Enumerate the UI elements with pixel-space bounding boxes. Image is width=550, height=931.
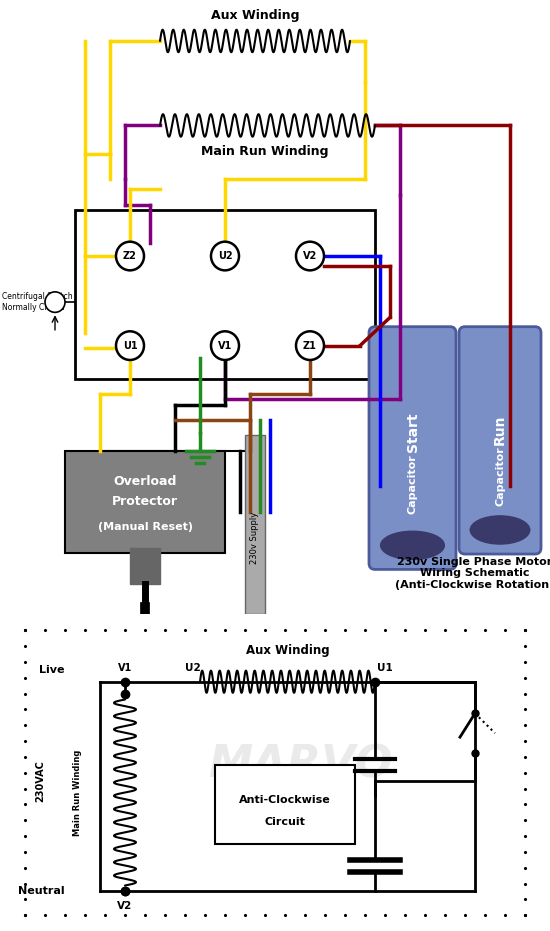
Text: V2: V2 — [303, 251, 317, 261]
Circle shape — [296, 331, 324, 360]
FancyBboxPatch shape — [459, 327, 541, 554]
Text: Capacitor: Capacitor — [495, 446, 505, 506]
FancyBboxPatch shape — [245, 435, 265, 614]
FancyBboxPatch shape — [215, 765, 355, 843]
Text: Live: Live — [40, 665, 65, 675]
Circle shape — [211, 331, 239, 360]
Text: 230v Supply: 230v Supply — [250, 511, 260, 564]
Text: V1: V1 — [118, 663, 132, 673]
Text: (Manual Reset): (Manual Reset) — [97, 522, 192, 533]
Text: U2: U2 — [185, 663, 200, 673]
Text: U1: U1 — [377, 663, 393, 673]
Text: Aux Winding: Aux Winding — [246, 643, 329, 656]
Ellipse shape — [381, 532, 444, 560]
Text: Z1: Z1 — [303, 341, 317, 351]
Text: Start: Start — [405, 412, 420, 452]
Text: V1: V1 — [218, 341, 232, 351]
Circle shape — [45, 292, 65, 313]
Text: Anti-Clockwise: Anti-Clockwise — [239, 795, 331, 805]
Text: Circuit: Circuit — [265, 817, 305, 827]
FancyBboxPatch shape — [75, 210, 375, 379]
Text: U2: U2 — [218, 251, 232, 261]
Circle shape — [211, 242, 239, 270]
Ellipse shape — [470, 516, 530, 544]
Text: 230v Single Phase Motor
Wiring Schematic
(Anti-Clockwise Rotation): 230v Single Phase Motor Wiring Schematic… — [395, 557, 550, 590]
FancyBboxPatch shape — [369, 327, 456, 570]
Text: MARVO: MARVO — [208, 743, 392, 787]
Text: Overload: Overload — [113, 475, 177, 488]
Text: Centrifugal Switch
Normally Closed: Centrifugal Switch Normally Closed — [3, 292, 73, 312]
Text: Z2: Z2 — [123, 251, 137, 261]
Text: V2: V2 — [117, 901, 133, 911]
Circle shape — [296, 242, 324, 270]
FancyBboxPatch shape — [65, 451, 225, 553]
Text: Aux Winding: Aux Winding — [211, 9, 299, 21]
Text: Protector: Protector — [112, 495, 178, 508]
Text: Main Run Winding: Main Run Winding — [73, 749, 82, 836]
Circle shape — [116, 242, 144, 270]
Circle shape — [116, 331, 144, 360]
FancyBboxPatch shape — [130, 547, 160, 584]
Text: Main Run Winding: Main Run Winding — [201, 144, 329, 157]
Text: Capacitor: Capacitor — [408, 454, 417, 514]
Text: U1: U1 — [123, 341, 138, 351]
Text: Run: Run — [493, 415, 507, 445]
Text: MARVO: MARVO — [171, 283, 379, 331]
Text: 230VAC: 230VAC — [35, 760, 45, 802]
Text: Neutral: Neutral — [18, 886, 65, 897]
